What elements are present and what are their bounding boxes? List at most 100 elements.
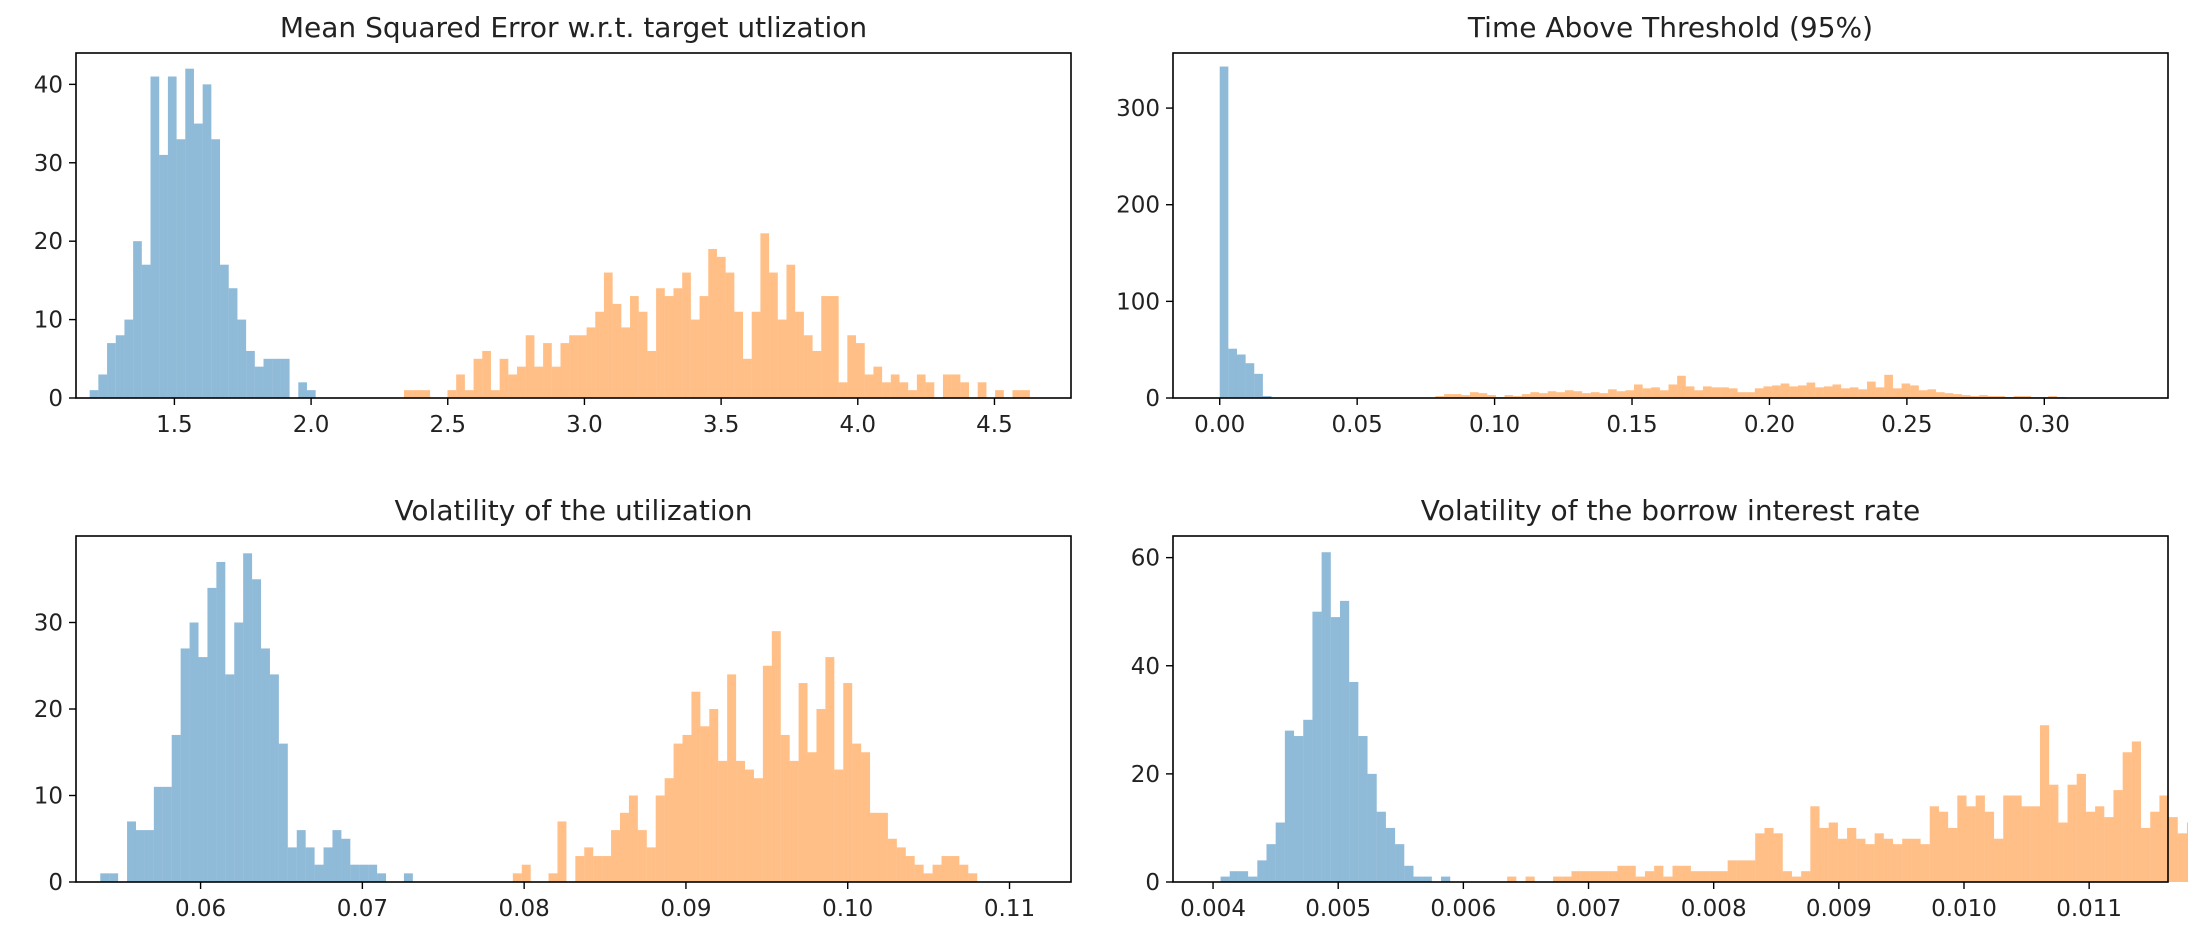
histogram-bar — [1651, 387, 1660, 398]
histogram-bar — [1608, 871, 1618, 882]
histogram-bar — [951, 374, 961, 398]
histogram-bar — [1782, 871, 1792, 882]
histogram-bar — [1573, 391, 1583, 398]
histogram-bar — [1435, 396, 1445, 398]
histogram-bar — [185, 68, 194, 399]
histogram-bar — [1810, 806, 1820, 882]
histogram-bar — [2168, 817, 2178, 883]
histogram-bar — [464, 390, 474, 398]
histogram-bar — [1884, 374, 1893, 398]
histogram-bar — [1773, 833, 1783, 882]
histogram-bar — [1929, 806, 1939, 882]
histogram-bar — [691, 691, 701, 882]
histogram-bar — [1553, 876, 1563, 882]
histogram-bar — [2177, 833, 2187, 882]
histogram-bar — [1944, 393, 1954, 398]
histogram-bar — [1599, 871, 1609, 882]
histogram-bar — [2030, 806, 2040, 882]
y-tick-label: 20 — [34, 229, 63, 255]
histogram-bar — [1262, 396, 1272, 398]
histogram-bar — [2186, 822, 2188, 882]
histogram-bar — [1562, 876, 1572, 882]
histogram-bar — [1961, 395, 1971, 398]
histogram-bar — [551, 366, 561, 398]
histogram-bar — [193, 123, 203, 398]
histogram-bar — [628, 795, 638, 882]
histogram-bar — [1644, 871, 1655, 882]
histogram-bar — [350, 864, 360, 882]
histogram-bar — [769, 272, 778, 398]
histogram-bar — [1539, 393, 1548, 398]
histogram-bar — [1867, 381, 1876, 398]
histogram-bar — [780, 734, 790, 882]
histogram-bar — [709, 709, 719, 882]
histogram-bar — [942, 374, 952, 398]
histogram-bar — [2141, 827, 2151, 882]
histogram-bar — [852, 743, 862, 882]
histogram-bar — [403, 873, 413, 882]
histogram-bar — [655, 795, 665, 882]
histogram-bar — [1294, 736, 1304, 882]
histogram-bar — [1413, 876, 1423, 882]
histogram-bar — [1979, 395, 1988, 398]
histogram-bar — [1791, 876, 1802, 882]
series-2-bars — [1507, 725, 2188, 883]
histogram-bar — [577, 335, 587, 398]
histogram-bar — [1229, 871, 1239, 882]
y-tick-label: 40 — [1131, 654, 1160, 680]
histogram-bar — [202, 84, 212, 399]
y-tick-label: 0 — [1145, 386, 1160, 412]
histogram-bar — [1801, 871, 1811, 882]
histogram-bar — [1975, 795, 1985, 882]
x-tick-label: 0.20 — [1744, 412, 1795, 438]
histogram-bar — [1746, 860, 1756, 883]
x-tick-label: 3.0 — [566, 412, 603, 438]
histogram-bar — [1395, 844, 1405, 882]
histogram-bar — [1376, 811, 1386, 882]
histogram-bar — [1404, 865, 1414, 882]
histogram-bar — [812, 350, 822, 398]
histogram-bar — [584, 847, 594, 882]
histogram-bar — [1321, 552, 1331, 882]
histogram-bar — [287, 847, 297, 882]
histogram-bar — [1571, 871, 1581, 882]
histogram-bar — [2095, 806, 2105, 882]
histogram-bar — [2104, 817, 2114, 883]
histogram-bar — [1513, 396, 1522, 398]
histogram-bar — [656, 288, 665, 398]
histogram-bar — [560, 343, 570, 398]
histogram-bar — [261, 648, 270, 882]
histogram-bar — [1815, 387, 1824, 398]
histogram-bar — [1703, 386, 1712, 398]
histogram-bar — [1893, 844, 1903, 882]
series-1-bars — [1219, 66, 1272, 398]
histogram-bar — [1012, 390, 1022, 398]
y-tick-label: 30 — [34, 151, 63, 177]
histogram-bar — [1875, 387, 1885, 398]
histogram-bar — [2003, 795, 2013, 882]
histogram-bar — [1654, 865, 1664, 882]
histogram-bar — [864, 374, 874, 398]
histogram-bar — [1902, 838, 1912, 882]
axes-frame — [75, 52, 1072, 399]
histogram-bar — [1994, 838, 2004, 882]
histogram-bar — [829, 296, 839, 398]
histogram-bar — [807, 752, 817, 882]
histogram-bar — [2058, 822, 2068, 882]
histogram-bar — [1659, 390, 1669, 398]
histogram-bar — [736, 760, 746, 882]
histogram-bar — [621, 327, 631, 398]
histogram-bar — [1953, 394, 1962, 398]
histogram-bar — [1590, 392, 1600, 398]
histogram-bar — [716, 256, 726, 398]
x-tick-label: 4.0 — [839, 412, 876, 438]
histogram-bar — [305, 847, 315, 882]
histogram-bar — [1478, 393, 1488, 398]
histogram-bar — [254, 366, 264, 398]
histogram-bar — [1865, 844, 1875, 882]
histogram-bar — [1608, 389, 1617, 398]
histogram-bar — [490, 390, 500, 398]
histogram-bar — [1228, 348, 1237, 398]
histogram-bar — [176, 139, 186, 398]
